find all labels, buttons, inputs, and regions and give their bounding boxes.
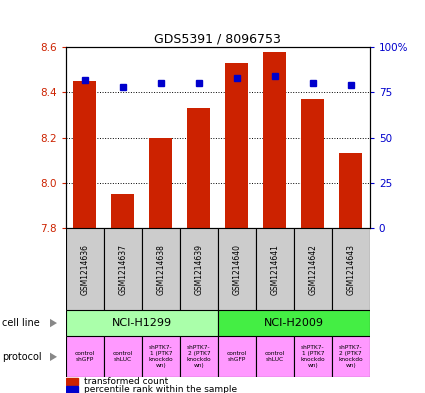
Bar <box>66 378 78 385</box>
Bar <box>142 336 180 377</box>
Bar <box>294 336 332 377</box>
Text: transformed count: transformed count <box>84 377 168 386</box>
Bar <box>104 336 142 377</box>
Polygon shape <box>50 319 57 327</box>
Bar <box>150 138 172 228</box>
Bar <box>66 386 78 393</box>
Polygon shape <box>50 353 57 361</box>
Text: control
shGFP: control shGFP <box>227 351 247 362</box>
Bar <box>66 310 218 336</box>
Text: GSM1214640: GSM1214640 <box>232 244 241 295</box>
Bar <box>256 336 294 377</box>
Bar <box>332 336 370 377</box>
Bar <box>225 63 248 228</box>
Text: GSM1214639: GSM1214639 <box>194 244 203 295</box>
Bar <box>142 228 180 310</box>
Bar <box>74 81 96 228</box>
Text: shPTK7-
1 (PTK7
knockdo
wn): shPTK7- 1 (PTK7 knockdo wn) <box>300 345 325 368</box>
Bar <box>66 228 104 310</box>
Text: cell line: cell line <box>2 318 40 328</box>
Text: NCI-H2009: NCI-H2009 <box>264 318 324 328</box>
Text: GSM1214642: GSM1214642 <box>308 244 317 295</box>
Bar <box>180 336 218 377</box>
Text: control
shGFP: control shGFP <box>75 351 95 362</box>
Bar <box>218 310 370 336</box>
Text: shPTK7-
2 (PTK7
knockdo
wn): shPTK7- 2 (PTK7 knockdo wn) <box>338 345 363 368</box>
Title: GDS5391 / 8096753: GDS5391 / 8096753 <box>154 33 281 46</box>
Text: control
shLUC: control shLUC <box>265 351 285 362</box>
Text: control
shLUC: control shLUC <box>113 351 133 362</box>
Bar <box>187 108 210 228</box>
Bar <box>218 228 256 310</box>
Bar <box>111 194 134 228</box>
Bar <box>256 228 294 310</box>
Text: GSM1214643: GSM1214643 <box>346 244 355 295</box>
Bar <box>104 228 142 310</box>
Text: shPTK7-
1 (PTK7
knockdo
wn): shPTK7- 1 (PTK7 knockdo wn) <box>148 345 173 368</box>
Text: GSM1214637: GSM1214637 <box>118 244 127 295</box>
Bar <box>301 99 324 228</box>
Bar <box>264 51 286 228</box>
Text: GSM1214636: GSM1214636 <box>80 244 89 295</box>
Text: protocol: protocol <box>2 352 42 362</box>
Text: GSM1214638: GSM1214638 <box>156 244 165 295</box>
Text: GSM1214641: GSM1214641 <box>270 244 279 295</box>
Bar <box>218 336 256 377</box>
Text: percentile rank within the sample: percentile rank within the sample <box>84 385 237 393</box>
Bar <box>339 153 362 228</box>
Text: shPTK7-
2 (PTK7
knockdo
wn): shPTK7- 2 (PTK7 knockdo wn) <box>187 345 211 368</box>
Bar <box>332 228 370 310</box>
Text: NCI-H1299: NCI-H1299 <box>112 318 172 328</box>
Bar <box>294 228 332 310</box>
Bar <box>180 228 218 310</box>
Bar <box>66 336 104 377</box>
